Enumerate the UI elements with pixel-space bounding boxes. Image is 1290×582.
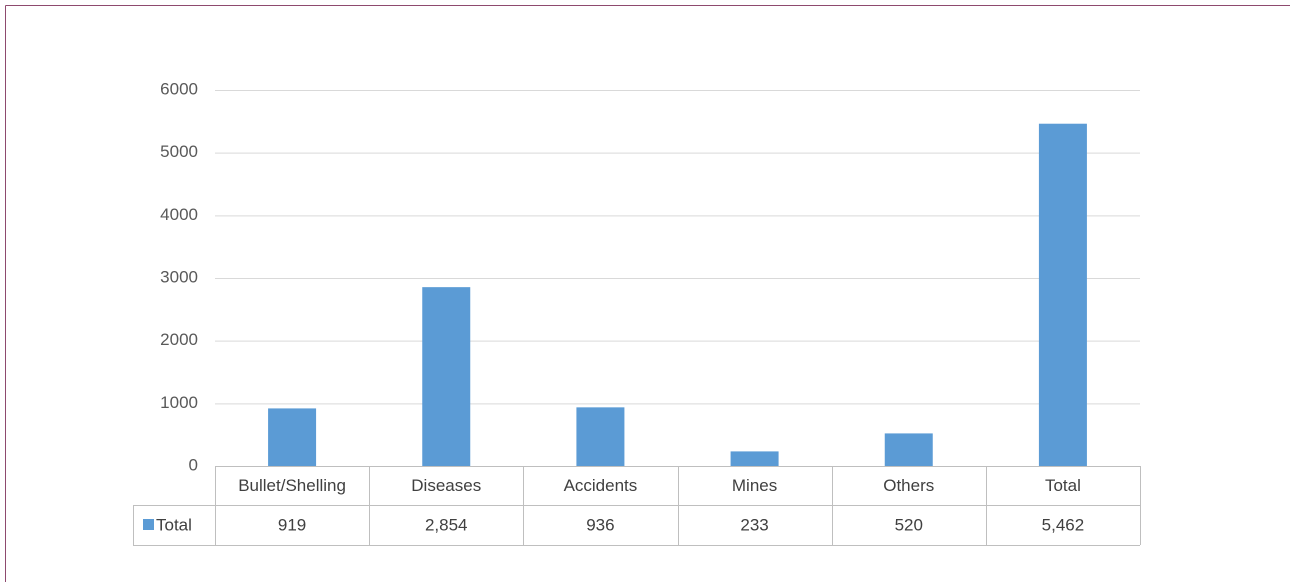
table-value: 5,462: [1042, 515, 1085, 534]
bar: [576, 407, 625, 466]
table-value: 936: [586, 515, 614, 534]
table-value: 233: [740, 515, 768, 534]
table-value: 919: [278, 515, 306, 534]
y-tick-label: 0: [189, 455, 198, 474]
bar: [268, 408, 317, 466]
legend-swatch: [143, 519, 154, 530]
bar: [884, 433, 933, 466]
x-tick-label: Accidents: [564, 476, 638, 495]
x-tick-label: Total: [1045, 476, 1081, 495]
y-tick-label: 1000: [160, 393, 198, 412]
legend-label: Total: [156, 515, 192, 534]
y-tick-label: 6000: [160, 79, 198, 98]
table-value: 520: [895, 515, 923, 534]
x-tick-label: Others: [883, 476, 934, 495]
bar: [730, 451, 779, 466]
y-tick-label: 5000: [160, 142, 198, 161]
x-tick-label: Bullet/Shelling: [238, 476, 346, 495]
table-value: 2,854: [425, 515, 468, 534]
y-tick-label: 4000: [160, 205, 198, 224]
data-table: Total 919 2,854 936 233 520 5,462 Bullet/Shelli…: [133, 466, 1141, 546]
x-tick-label: Mines: [732, 476, 777, 495]
bar: [1038, 123, 1087, 467]
y-tick-label: 3000: [160, 267, 198, 286]
y-tick-label: 2000: [160, 330, 198, 349]
x-tick-label: Diseases: [411, 476, 481, 495]
bar: [422, 287, 471, 466]
